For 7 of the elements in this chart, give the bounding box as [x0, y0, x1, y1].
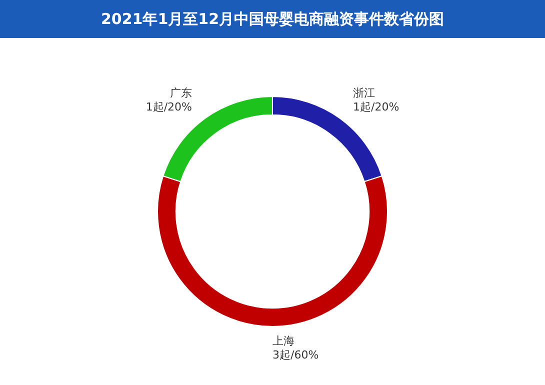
chart-title: 2021年1月至12月中国母婴电商融资事件数省份图	[0, 0, 545, 38]
slice-label: 浙江	[353, 86, 376, 100]
data-label: 1起/20%	[146, 100, 192, 114]
data-label: 1起/20%	[353, 100, 400, 114]
data-label: 3起/60%	[272, 348, 319, 362]
slice-label: 广东	[170, 86, 192, 100]
slice-label: 上海	[272, 334, 294, 348]
